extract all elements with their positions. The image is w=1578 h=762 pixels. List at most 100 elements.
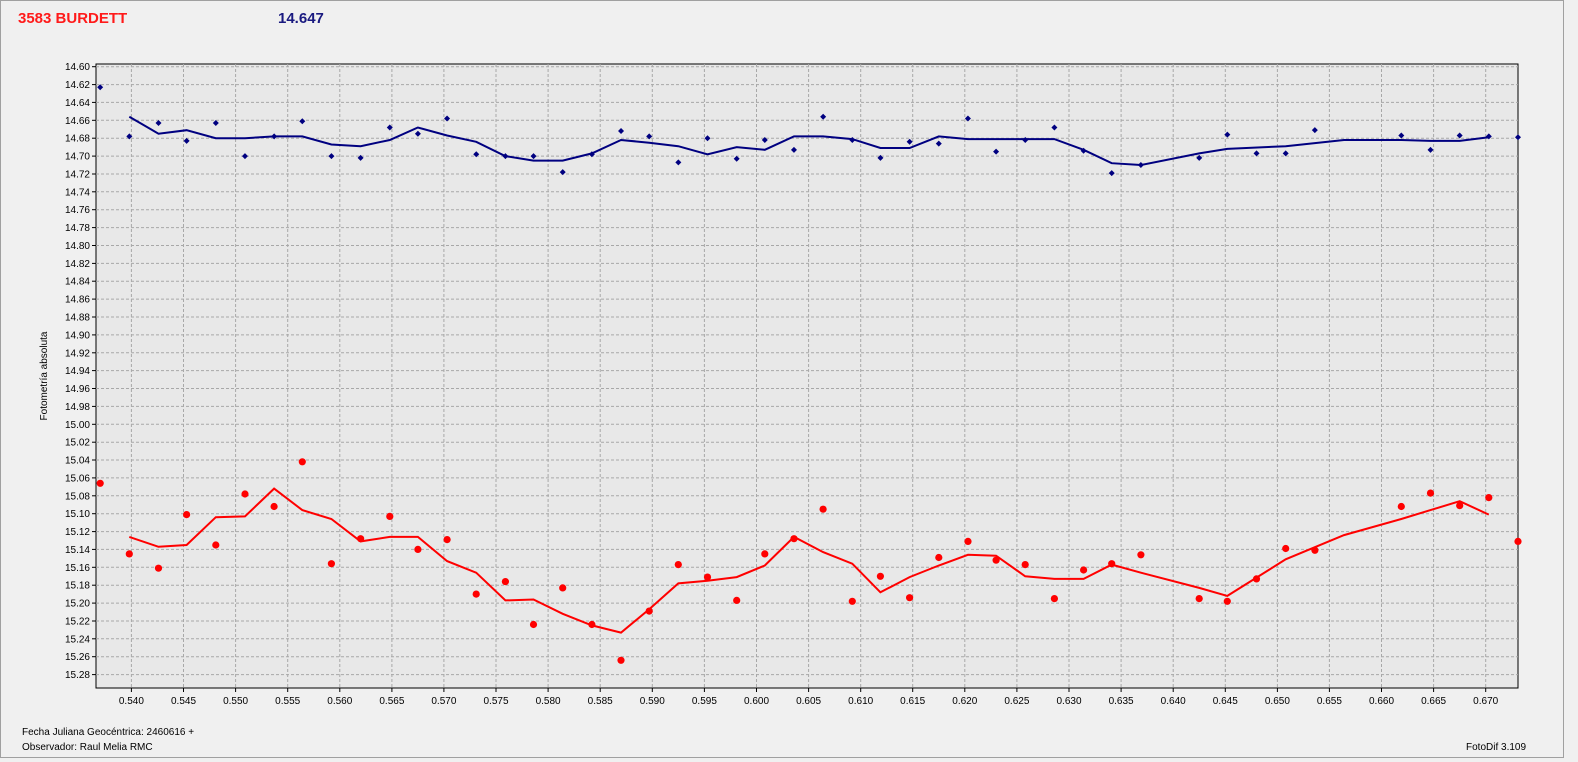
x-tick-label: 0.580 (536, 696, 561, 707)
x-tick-label: 0.550 (223, 696, 248, 707)
y-tick-label: 15.24 (65, 634, 90, 645)
plot-area (95, 63, 1519, 689)
data-point-2 (1397, 502, 1405, 511)
x-tick-label: 0.620 (952, 696, 977, 707)
data-point-1 (704, 135, 711, 142)
y-tick-label: 15.06 (65, 473, 90, 484)
x-tick-label: 0.615 (900, 696, 925, 707)
data-point-2 (1050, 595, 1058, 603)
x-tick-label: 0.635 (1109, 696, 1134, 707)
y-tick-label: 14.88 (65, 313, 90, 324)
y-tick-label: 15.26 (65, 652, 90, 663)
data-point-1 (126, 133, 133, 140)
comparison-value: 14.647 (278, 10, 324, 27)
y-tick-label: 15.12 (65, 527, 90, 538)
y-tick-label: 14.66 (65, 116, 90, 127)
x-tick-label: 0.575 (483, 696, 508, 707)
x-tick-label: 0.590 (640, 696, 665, 707)
y-tick-label: 15.02 (65, 438, 90, 449)
data-point-2 (1252, 575, 1261, 583)
data-point-1 (1485, 133, 1492, 140)
y-tick-label: 14.60 (65, 62, 90, 73)
y-tick-label: 15.04 (65, 456, 90, 467)
data-point-2 (327, 560, 335, 568)
y-tick-label: 14.62 (65, 80, 90, 91)
data-point-1 (588, 151, 595, 158)
data-point-1 (1108, 170, 1115, 177)
data-point-2 (501, 578, 509, 586)
data-point-2 (935, 553, 943, 562)
y-tick-label: 15.20 (65, 599, 90, 610)
data-point-2 (125, 550, 133, 558)
data-point-2 (848, 597, 856, 605)
y-tick-label: 14.68 (65, 134, 90, 145)
data-point-2 (588, 620, 596, 629)
data-point-2 (1195, 595, 1203, 603)
data-point-1 (559, 169, 566, 176)
data-point-2 (241, 490, 249, 498)
y-tick-label: 14.90 (65, 330, 90, 341)
y-tick-label: 14.80 (65, 241, 90, 252)
data-point-2 (1223, 597, 1231, 605)
data-point-2 (386, 512, 394, 521)
data-point-1 (849, 136, 856, 143)
grid-lines (96, 64, 1518, 688)
data-point-2 (1137, 551, 1145, 559)
data-point-1 (1456, 132, 1463, 139)
trend-line-2 (128, 487, 1490, 634)
julian-date-label: Fecha Juliana Geocéntrica: 2460616 + (22, 727, 195, 738)
x-tick-label: 0.570 (431, 696, 456, 707)
data-point-1 (502, 153, 509, 160)
data-point-2 (1485, 494, 1493, 502)
data-point-1 (1515, 134, 1521, 141)
data-point-1 (1282, 150, 1289, 157)
data-point-2 (529, 620, 538, 629)
data-point-1 (328, 153, 335, 160)
x-tick-label: 0.665 (1421, 696, 1446, 707)
data-point-2 (992, 556, 1000, 564)
x-tick-label: 0.545 (171, 696, 196, 707)
data-point-1 (1022, 136, 1029, 143)
y-tick-label: 15.16 (65, 563, 90, 574)
data-point-1 (299, 118, 306, 125)
x-tick-label: 0.555 (275, 696, 300, 707)
y-tick-label: 15.00 (65, 420, 90, 431)
version-label: FotoDif 3.109 (1466, 742, 1527, 753)
y-tick-label: 14.76 (65, 205, 90, 216)
series-layer (96, 84, 1522, 664)
data-point-2 (559, 584, 567, 592)
y-tick-label: 14.96 (65, 384, 90, 395)
data-point-2 (761, 550, 769, 558)
x-tick-label: 0.670 (1473, 696, 1498, 707)
y-tick-label: 14.84 (65, 277, 90, 288)
y-axis-ticks: 14.60 14.62 14.64 14.66 14.68 14.70 14.72 14.74… (65, 62, 96, 681)
x-tick-label: 0.565 (379, 696, 404, 707)
data-point-1 (1051, 124, 1058, 131)
data-point-1 (155, 120, 162, 127)
data-point-2 (1021, 561, 1029, 569)
data-point-1 (906, 138, 913, 145)
x-tick-label: 0.595 (692, 696, 717, 707)
data-point-2 (183, 510, 191, 519)
data-point-1 (444, 115, 451, 122)
data-point-1 (473, 151, 480, 158)
data-point-2 (1282, 544, 1290, 553)
data-point-1 (993, 148, 1000, 155)
data-point-1 (1311, 127, 1318, 134)
data-point-1 (790, 146, 797, 153)
data-point-2 (298, 458, 306, 466)
data-point-1 (1427, 146, 1434, 153)
y-tick-label: 14.72 (65, 170, 90, 181)
x-tick-label: 0.630 (1056, 696, 1081, 707)
data-point-2 (703, 573, 712, 581)
data-point-2 (876, 572, 885, 580)
data-point-2 (1108, 560, 1116, 568)
data-point-2 (414, 545, 422, 554)
x-tick-label: 0.650 (1265, 696, 1290, 707)
y-tick-label: 14.70 (65, 152, 90, 163)
y-tick-label: 15.18 (65, 581, 90, 592)
data-point-2 (645, 607, 653, 615)
object-name-title: 3583 BURDETT (18, 10, 128, 27)
data-point-2 (906, 594, 914, 602)
